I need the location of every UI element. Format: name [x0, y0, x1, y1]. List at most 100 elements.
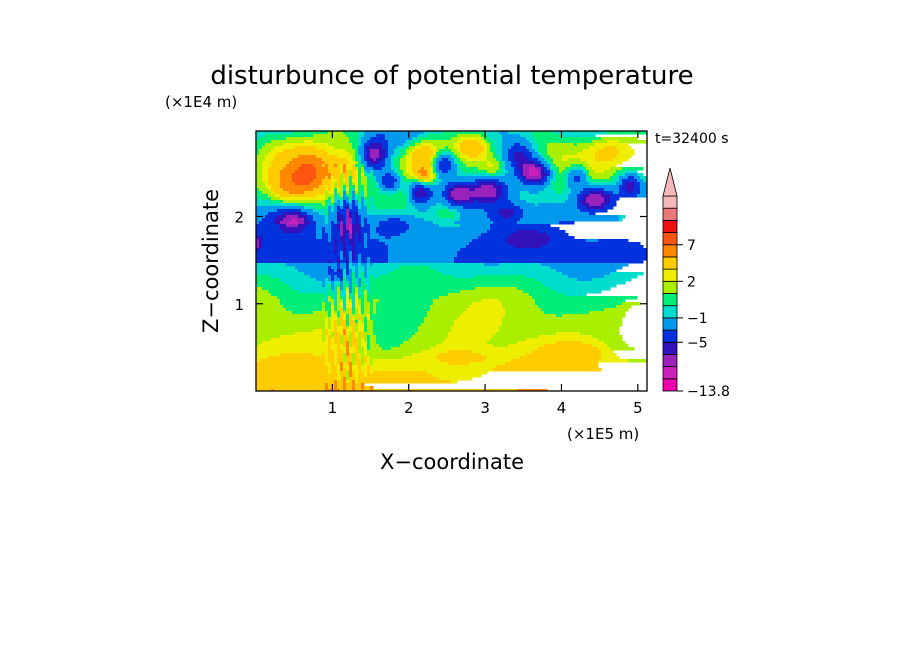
- heatmap-cell: [295, 266, 329, 270]
- heatmap-cell: [601, 353, 617, 357]
- heatmap-cell: [325, 215, 329, 219]
- heatmap-cell: [259, 197, 272, 201]
- heatmap-cell: [622, 167, 644, 171]
- heatmap-cell: [415, 185, 425, 189]
- heatmap-cell: [364, 203, 368, 207]
- heatmap-cell: [316, 278, 326, 282]
- heatmap-cell: [331, 281, 335, 285]
- heatmap-cell: [469, 305, 503, 309]
- heatmap-cell: [544, 182, 551, 186]
- heatmap-cell: [340, 257, 344, 261]
- heatmap-cell: [349, 332, 353, 336]
- heatmap-cell: [373, 305, 377, 309]
- heatmap-cell: [301, 164, 314, 168]
- heatmap-cell: [436, 203, 443, 207]
- heatmap-cell: [340, 365, 344, 369]
- heatmap-cell: [562, 134, 596, 138]
- heatmap-cell: [334, 203, 341, 207]
- heatmap-cell: [355, 173, 359, 177]
- heatmap-cell: [394, 170, 398, 174]
- heatmap-cell: [502, 215, 512, 219]
- heatmap-cell: [460, 137, 482, 141]
- heatmap-cell: [466, 158, 488, 162]
- heatmap-cell: [463, 152, 482, 156]
- heatmap-cell: [358, 143, 362, 147]
- heatmap-cell: [340, 176, 344, 180]
- heatmap-cell: [331, 371, 338, 375]
- heatmap-cell: [361, 317, 365, 321]
- heatmap-cell: [418, 326, 452, 330]
- heatmap-cell: [328, 296, 332, 300]
- heatmap-cell: [349, 287, 353, 291]
- heatmap-cell: [340, 362, 344, 366]
- heatmap-cell: [361, 302, 365, 306]
- heatmap-cell: [364, 164, 368, 168]
- heatmap-cell: [451, 194, 497, 198]
- heatmap-cell: [481, 353, 527, 357]
- heatmap-cell: [370, 176, 374, 180]
- heatmap-cell: [358, 299, 362, 303]
- heatmap-cell: [367, 317, 371, 321]
- heatmap-cell: [436, 161, 440, 165]
- heatmap-cell: [457, 155, 461, 159]
- colorbar-swatch: [662, 207, 678, 221]
- heatmap-cell: [373, 329, 419, 333]
- heatmap-cell: [346, 353, 350, 357]
- heatmap-cell: [385, 134, 419, 138]
- plot-frame: [255, 130, 648, 392]
- heatmap-cell: [628, 359, 647, 363]
- heatmap-cell: [430, 155, 434, 159]
- heatmap-cell: [379, 155, 386, 159]
- heatmap-cell: [337, 200, 341, 204]
- heatmap-cell: [340, 167, 344, 171]
- heatmap-cell: [334, 311, 338, 315]
- heatmap-cell: [430, 188, 446, 192]
- heatmap-cell: [508, 194, 521, 198]
- heatmap-cell: [256, 146, 263, 150]
- heatmap-cell: [397, 179, 401, 183]
- heatmap-cell: [424, 131, 443, 135]
- heatmap-cell: [364, 326, 368, 330]
- heatmap-cell: [322, 179, 332, 183]
- heatmap-cell: [340, 173, 344, 177]
- heatmap-cell: [328, 386, 335, 390]
- heatmap-cell: [580, 332, 620, 336]
- heatmap-cell: [352, 296, 356, 300]
- heatmap-cell: [580, 209, 608, 213]
- heatmap-cell: [358, 308, 362, 312]
- heatmap-cell: [337, 293, 341, 297]
- heatmap-cell: [304, 227, 317, 231]
- heatmap-cell: [451, 161, 455, 165]
- heatmap-cell: [439, 176, 518, 180]
- heatmap-cell: [616, 155, 632, 159]
- heatmap-cell: [616, 305, 632, 309]
- heatmap-cell: [424, 218, 461, 222]
- heatmap-cell: [343, 356, 347, 360]
- heatmap-cell: [385, 149, 389, 153]
- heatmap-cell: [388, 143, 404, 147]
- heatmap-cell: [337, 221, 341, 225]
- heatmap-cell: [550, 287, 611, 291]
- heatmap-cell: [361, 272, 365, 276]
- heatmap-cell: [409, 227, 491, 231]
- heatmap-cell: [553, 182, 566, 186]
- heatmap-cell: [382, 347, 392, 351]
- heatmap-cell: [487, 170, 497, 174]
- heatmap-cell: [499, 212, 515, 216]
- heatmap-cell: [295, 218, 305, 222]
- heatmap-cell: [589, 173, 614, 177]
- heatmap-cell: [508, 236, 551, 240]
- heatmap-cell: [454, 155, 458, 159]
- colorbar-tick-label: 7: [687, 238, 696, 254]
- heatmap-cell: [436, 212, 455, 216]
- heatmap-cell: [274, 221, 281, 225]
- heatmap-cell: [409, 152, 413, 156]
- heatmap-cell: [532, 143, 539, 147]
- heatmap-cell: [343, 332, 347, 336]
- heatmap-cell: [328, 371, 332, 375]
- heatmap-cell: [502, 170, 509, 174]
- heatmap-cell: [394, 185, 401, 189]
- heatmap-cell: [385, 242, 470, 246]
- heatmap-cell: [262, 287, 293, 291]
- heatmap-cell: [430, 206, 449, 210]
